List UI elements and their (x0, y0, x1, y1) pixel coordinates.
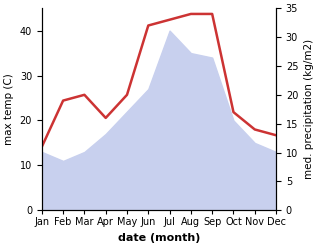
Y-axis label: max temp (C): max temp (C) (4, 73, 14, 145)
Y-axis label: med. precipitation (kg/m2): med. precipitation (kg/m2) (304, 39, 314, 179)
X-axis label: date (month): date (month) (118, 233, 200, 243)
